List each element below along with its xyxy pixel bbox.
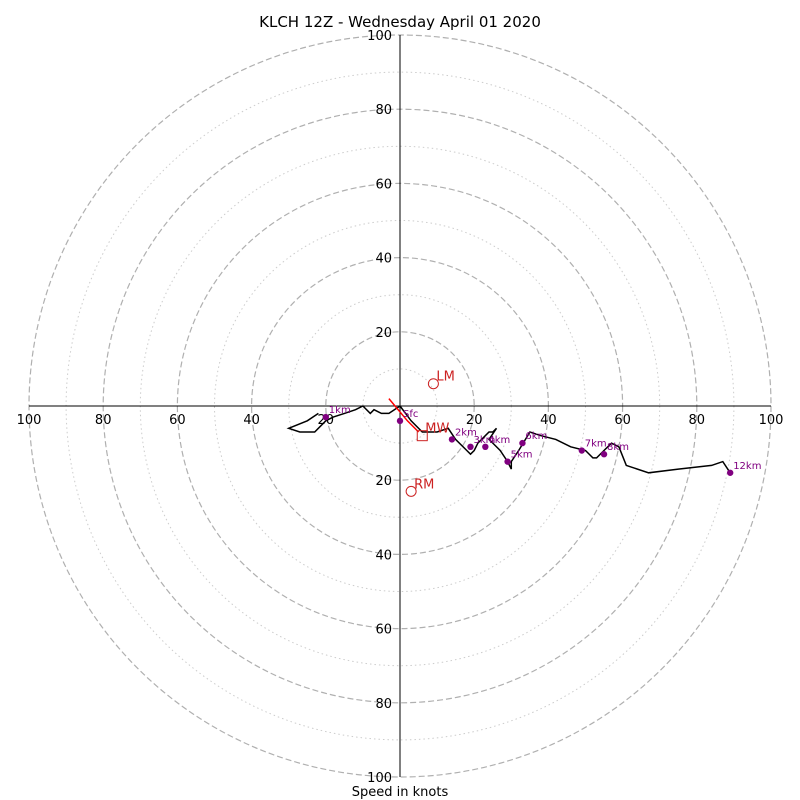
left-hodograph-trace — [286, 405, 401, 433]
height-label-4km: 4km — [488, 435, 510, 446]
y-tick-top-20: 20 — [375, 326, 392, 341]
y-tick-bottom-20: 20 — [375, 474, 392, 489]
x-tick-right-80: 80 — [689, 413, 706, 428]
motion-marker-MW — [416, 430, 428, 442]
y-tick-top-60: 60 — [375, 177, 392, 192]
motion-label-MW: MW — [425, 422, 449, 437]
y-tick-top-40: 40 — [375, 252, 392, 267]
height-label-Sfc: Sfc — [403, 409, 418, 420]
y-tick-bottom-100: 100 — [367, 771, 392, 786]
x-tick-right-100: 100 — [759, 413, 784, 428]
height-marker-2km — [448, 436, 456, 443]
y-tick-top-100: 100 — [367, 29, 392, 44]
motion-label-LM: LM — [436, 370, 454, 385]
height-marker-12km — [726, 469, 734, 476]
chart-title: KLCH 12Z - Wednesday April 01 2020 — [259, 13, 541, 31]
height-marker-6km — [519, 439, 526, 447]
x-tick-right-20: 20 — [466, 413, 483, 428]
y-tick-top-80: 80 — [375, 103, 392, 118]
low-level-trace — [388, 398, 420, 433]
x-tick-left-100: 100 — [17, 413, 42, 428]
x-axis-title: Speed in knots — [352, 785, 449, 800]
height-label-8km: 8km — [607, 442, 629, 453]
motion-marker-LM — [427, 378, 439, 390]
y-tick-bottom-40: 40 — [375, 548, 392, 563]
height-marker-7km — [578, 447, 585, 454]
height-marker-Sfc — [396, 417, 404, 425]
tick-labels: 100 100 100 100 80 80 80 80 60 60 60 60 40 40 40 40 20 20… — [17, 29, 784, 786]
x-tick-right-60: 60 — [614, 413, 631, 428]
height-marker-3km — [467, 443, 474, 451]
height-label-1km: 1km — [329, 405, 351, 416]
hodograph-traces — [286, 398, 731, 474]
motion-marker-RM — [405, 485, 417, 497]
height-label-12km: 12km — [733, 461, 761, 472]
height-label-2km: 2km — [455, 427, 477, 438]
x-tick-left-40: 40 — [243, 413, 260, 428]
x-tick-right-40: 40 — [540, 413, 557, 428]
height-label-7km: 7km — [585, 439, 607, 450]
x-tick-left-80: 80 — [95, 413, 112, 428]
y-tick-bottom-80: 80 — [375, 697, 392, 712]
height-label-5km: 5km — [511, 450, 533, 461]
height-marker-8km — [600, 451, 608, 458]
height-marker-1km — [322, 413, 329, 421]
motion-label-RM: RM — [414, 477, 434, 492]
height-label-6km: 6km — [525, 431, 547, 442]
height-marker-5km — [504, 458, 511, 465]
height-marker-4km — [482, 443, 489, 451]
main-hodograph-trace — [399, 405, 731, 474]
x-tick-left-60: 60 — [169, 413, 186, 428]
storm-motion-markers: LM MW RM — [405, 370, 455, 497]
height-label-3km: 3km — [473, 435, 495, 446]
y-tick-bottom-60: 60 — [375, 623, 392, 638]
